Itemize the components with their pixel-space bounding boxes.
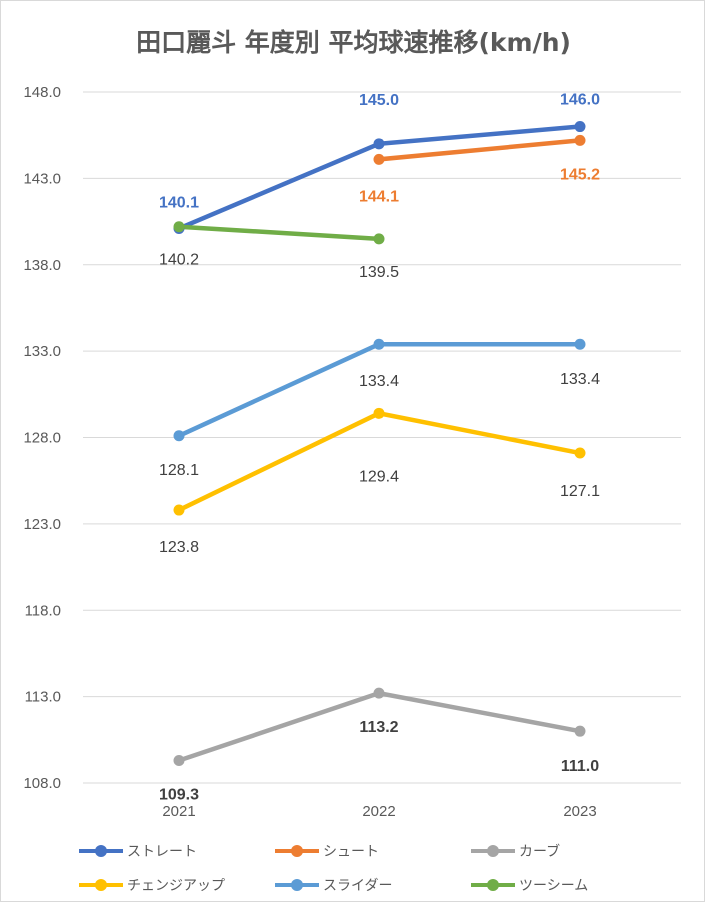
legend-item: カーブ: [471, 839, 560, 863]
data-label: 145.2: [560, 166, 600, 183]
legend-swatch: [275, 875, 319, 895]
y-tick-label: 128.0: [23, 430, 61, 447]
data-label: 139.5: [359, 264, 399, 281]
legend-item: チェンジアップ: [79, 873, 225, 897]
data-point: [373, 233, 385, 245]
legend-swatch: [79, 841, 123, 861]
legend-label: シュート: [323, 844, 379, 860]
data-point: [373, 407, 385, 419]
data-label: 109.3: [159, 787, 199, 804]
x-tick-label: 2022: [362, 803, 395, 820]
data-label: 144.1: [359, 188, 399, 205]
data-label: 140.2: [159, 252, 199, 269]
data-point: [574, 134, 586, 146]
legend-label: チェンジアップ: [127, 878, 225, 894]
legend-label: カーブ: [519, 844, 561, 860]
data-point: [173, 430, 185, 442]
y-tick-label: 123.0: [23, 516, 61, 533]
data-label: 129.4: [359, 468, 399, 485]
y-tick-label: 113.0: [25, 689, 61, 706]
data-point: [173, 221, 185, 233]
legend-label: ストレート: [127, 844, 197, 860]
legend-swatch: [275, 841, 319, 861]
y-tick-label: 138.0: [23, 257, 61, 274]
data-label: 127.1: [560, 483, 600, 500]
series-line: [176, 411, 583, 513]
series-line: [176, 224, 382, 242]
data-point: [373, 338, 385, 350]
y-tick-label: 118.0: [25, 602, 61, 619]
legend-label: ツーシーム: [519, 878, 589, 894]
y-tick-label: 143.0: [23, 170, 61, 187]
x-tick-label: 2023: [563, 803, 596, 820]
data-point: [373, 138, 385, 150]
data-point: [574, 447, 586, 459]
data-label: 111.0: [561, 758, 599, 775]
data-point: [574, 338, 586, 350]
legend-swatch: [471, 875, 515, 895]
legend-label: スライダー: [323, 878, 393, 894]
data-label: 145.0: [359, 92, 399, 109]
y-tick-label: 108.0: [23, 775, 61, 792]
legend-item: シュート: [275, 839, 379, 863]
data-label: 140.1: [159, 194, 199, 211]
data-point: [373, 687, 385, 699]
legend-swatch: [471, 841, 515, 861]
data-label: 128.1: [159, 462, 199, 479]
y-tick-label: 148.0: [23, 84, 61, 101]
data-label: 133.4: [359, 373, 399, 390]
data-label: 146.0: [560, 92, 600, 109]
data-label: 113.2: [359, 719, 398, 736]
x-tick-label: 2021: [162, 803, 195, 820]
data-point: [574, 121, 586, 133]
legend-item: スライダー: [275, 873, 392, 897]
series-line: [376, 138, 583, 162]
chart-title: 田口麗斗 年度別 平均球速推移(km/h): [136, 28, 571, 57]
data-label: 133.4: [560, 371, 600, 388]
data-point: [574, 725, 586, 737]
data-label: 123.8: [159, 539, 199, 556]
legend-item: ツーシーム: [471, 873, 588, 897]
y-tick-label: 133.0: [23, 343, 61, 360]
data-point: [173, 504, 185, 516]
data-point: [373, 153, 385, 165]
legend-item: ストレート: [79, 839, 197, 863]
data-point: [173, 755, 185, 767]
legend-swatch: [79, 875, 123, 895]
